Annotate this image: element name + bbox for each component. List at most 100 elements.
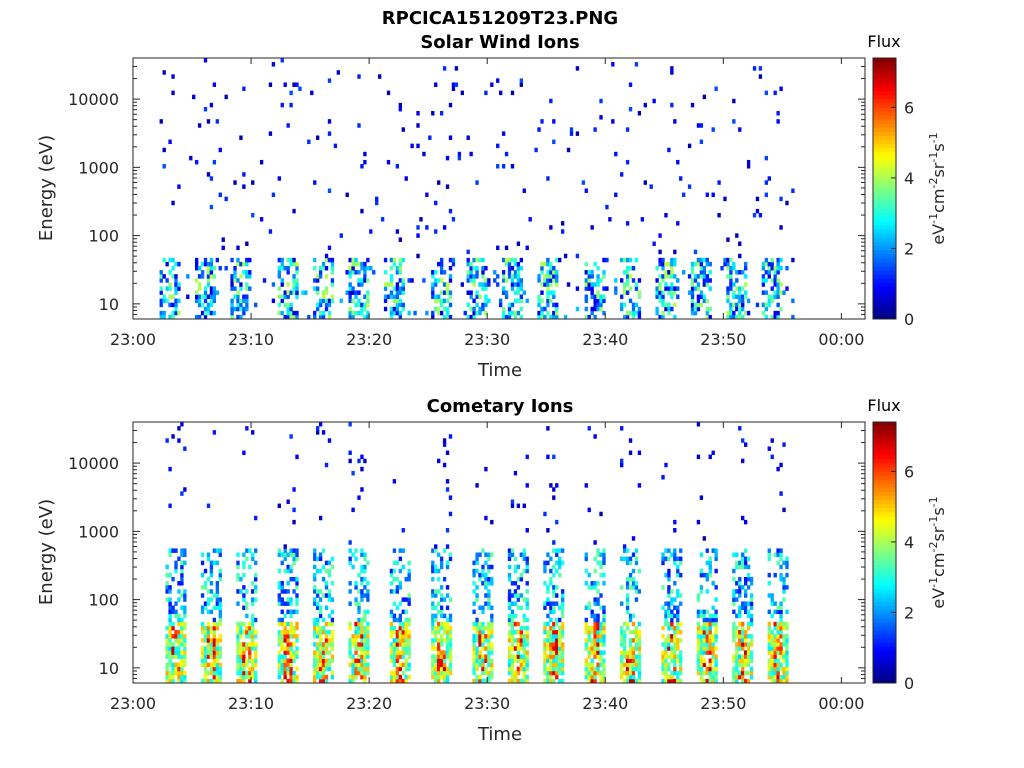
flux-cell xyxy=(770,597,774,602)
flux-cell xyxy=(357,658,361,664)
flux-cell xyxy=(245,634,249,639)
flux-cell xyxy=(546,589,550,594)
flux-cell xyxy=(445,625,450,631)
flux-cell xyxy=(622,642,627,647)
flux-cell xyxy=(206,119,211,124)
solar-wind-colorbar-title: Flux xyxy=(867,32,900,51)
flux-cell xyxy=(732,310,736,316)
flux-cell xyxy=(159,278,163,283)
flux-cell xyxy=(764,257,768,263)
flux-cell xyxy=(174,310,178,316)
flux-cell xyxy=(277,634,281,639)
flux-cell xyxy=(602,552,606,557)
flux-cell xyxy=(324,638,329,643)
flux-cell xyxy=(481,654,485,659)
flux-cell xyxy=(537,274,541,279)
flux-cell xyxy=(292,548,296,553)
flux-cell xyxy=(555,270,559,275)
flux-cell xyxy=(602,613,606,619)
flux-cell xyxy=(732,625,736,631)
flux-cell xyxy=(679,548,683,553)
flux-cell xyxy=(546,302,550,308)
flux-cell xyxy=(590,658,594,664)
flux-cell xyxy=(743,581,748,586)
flux-cell xyxy=(448,666,453,672)
flux-cell xyxy=(327,613,332,619)
flux-cell xyxy=(289,670,293,676)
colorbar-step xyxy=(873,499,896,505)
flux-cell xyxy=(286,658,290,664)
flux-cell xyxy=(705,678,709,684)
flux-cell xyxy=(622,556,627,562)
flux-cell xyxy=(194,314,199,320)
flux-cell xyxy=(277,617,281,623)
flux-cell xyxy=(741,298,745,304)
flux-cell xyxy=(401,286,405,291)
flux-cell xyxy=(602,581,606,586)
flux-cell xyxy=(445,666,450,672)
flux-cell xyxy=(472,601,476,606)
flux-cell xyxy=(183,658,187,664)
flux-cell xyxy=(218,147,222,153)
flux-cell xyxy=(484,286,488,291)
flux-cell xyxy=(661,556,665,562)
flux-cell xyxy=(404,609,408,615)
colorbar-step xyxy=(873,119,896,124)
flux-cell xyxy=(445,674,450,680)
flux-cell xyxy=(628,642,633,647)
colorbar-step xyxy=(873,139,896,145)
flux-cell xyxy=(313,617,317,623)
flux-cell xyxy=(212,646,217,651)
flux-cell xyxy=(369,229,373,234)
flux-cell xyxy=(696,261,701,267)
flux-cell xyxy=(398,270,402,275)
flux-cell xyxy=(360,658,364,664)
flux-cell xyxy=(206,650,211,655)
flux-cell xyxy=(168,617,172,623)
flux-cell xyxy=(667,576,671,582)
flux-cell xyxy=(679,556,683,562)
flux-cell xyxy=(324,634,329,639)
flux-cell xyxy=(330,265,335,271)
flux-cell xyxy=(699,261,704,267)
flux-cell xyxy=(321,310,326,316)
flux-cell xyxy=(519,278,524,283)
flux-cell xyxy=(525,564,529,570)
flux-cell xyxy=(183,642,187,647)
flux-cell xyxy=(283,634,287,639)
colorbar-step xyxy=(873,204,896,210)
flux-cell xyxy=(676,646,680,651)
flux-cell xyxy=(732,589,736,594)
flux-cell xyxy=(245,261,249,267)
flux-cell xyxy=(546,286,550,291)
flux-cell xyxy=(404,638,408,643)
flux-cell xyxy=(779,225,783,230)
flux-cell xyxy=(330,674,335,680)
flux-cell xyxy=(437,278,441,283)
flux-cell xyxy=(749,638,754,643)
flux-cell xyxy=(510,613,515,619)
flux-cell xyxy=(560,597,565,602)
flux-cell xyxy=(628,646,633,651)
flux-cell xyxy=(543,625,547,631)
flux-cell xyxy=(555,314,559,320)
flux-cell xyxy=(200,560,205,566)
flux-cell xyxy=(212,670,217,676)
flux-cell xyxy=(445,290,450,295)
flux-cell xyxy=(230,274,234,279)
flux-cell xyxy=(251,658,255,664)
flux-cell xyxy=(705,576,709,582)
flux-cell xyxy=(513,678,518,684)
flux-cell xyxy=(230,314,234,320)
flux-cell xyxy=(434,674,438,680)
flux-cell xyxy=(738,654,742,659)
flux-cell xyxy=(620,666,624,672)
flux-cell xyxy=(239,261,243,267)
flux-cell xyxy=(248,666,252,672)
flux-cell xyxy=(404,629,408,635)
flux-cell xyxy=(726,294,730,300)
flux-cell xyxy=(773,282,777,287)
flux-cell xyxy=(634,658,639,664)
flux-cell xyxy=(549,650,553,655)
flux-cell xyxy=(437,458,441,464)
